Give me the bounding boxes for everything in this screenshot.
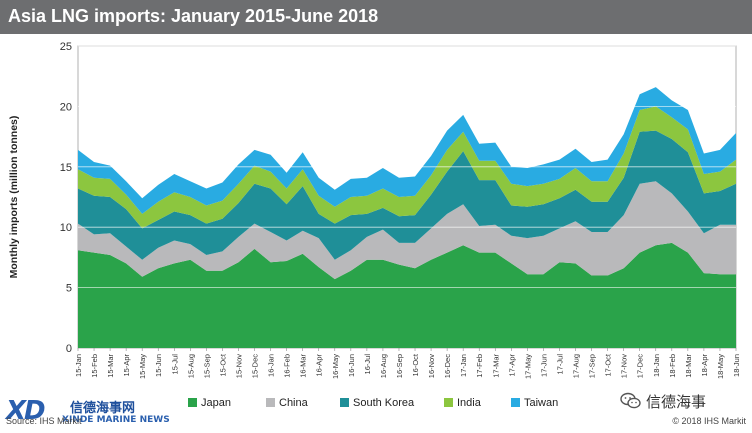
x-tick-label: 15-Feb	[90, 354, 99, 378]
x-tick-label: 15-Nov	[234, 354, 243, 378]
x-tick-label: 17-Jul	[555, 354, 564, 375]
x-tick-label: 16-Sep	[395, 354, 404, 378]
legend-label-china: China	[279, 397, 309, 409]
x-tick-label: 17-Mar	[491, 354, 500, 378]
y-tick-label: 25	[60, 41, 72, 53]
x-tick-label: 17-Jun	[539, 354, 548, 377]
x-tick-label: 17-Feb	[475, 354, 484, 378]
area-series-china	[78, 181, 736, 280]
area-series-japan	[78, 242, 736, 348]
x-tick-label: 15-May	[138, 354, 147, 379]
x-tick-label: 16-Oct	[411, 353, 420, 376]
legend-swatch-japan	[188, 398, 197, 407]
y-axis-label: Monthly imports (million tonnes)	[8, 116, 20, 279]
y-tick-label: 20	[60, 101, 72, 113]
x-tick-label: 16-Apr	[315, 354, 324, 377]
x-tick-label: 15-Oct	[218, 353, 227, 376]
wechat-account-name: 信德海事	[646, 393, 707, 411]
logo-mark: XD	[6, 396, 46, 426]
x-tick-label: 16-Jun	[347, 354, 356, 377]
y-tick-label: 5	[66, 283, 72, 295]
legend-swatch-taiwan	[511, 398, 520, 407]
x-tick-label: 17-Nov	[620, 354, 629, 378]
wechat-icon	[620, 392, 641, 409]
x-tick-label: 18-Apr	[700, 354, 709, 377]
x-tick-label: 18-Jan	[652, 354, 661, 377]
wechat-account: 信德海事	[620, 390, 748, 412]
x-tick-label: 15-Apr	[122, 354, 131, 377]
x-tick-label: 15-Aug	[186, 354, 195, 378]
legend-label-taiwan: Taiwan	[524, 397, 558, 409]
y-tick-label: 0	[66, 343, 72, 355]
legend-swatch-china	[266, 398, 275, 407]
legend-label-south-korea: South Korea	[353, 397, 415, 409]
legend-label-india: India	[457, 397, 482, 409]
x-tick-label: 16-Nov	[427, 354, 436, 378]
x-tick-label: 18-Feb	[668, 354, 677, 378]
x-tick-label: 17-Jan	[459, 354, 468, 377]
x-tick-label: 16-Aug	[379, 354, 388, 378]
x-tick-label: 17-Oct	[604, 353, 613, 376]
logo-chinese-name: 信德海事网	[70, 401, 136, 416]
title-bar: Asia LNG imports: January 2015-June 2018	[0, 0, 752, 34]
x-tick-label: 18-Jun	[732, 354, 741, 377]
x-tick-label: 15-Jul	[170, 354, 179, 375]
x-tick-label: 17-Dec	[636, 354, 645, 378]
x-tick-label: 16-Mar	[299, 354, 308, 378]
x-tick-label: 16-Jul	[363, 354, 372, 375]
x-tick-label: 15-Jun	[154, 354, 163, 377]
x-tick-label: 17-Apr	[507, 354, 516, 377]
x-tick-label: 17-May	[523, 354, 532, 379]
x-tick-label: 18-Mar	[684, 354, 693, 378]
x-tick-label: 17-Aug	[572, 354, 581, 378]
logo-english-name: XINDE MARINE NEWS	[62, 415, 170, 425]
area-series-taiwan	[78, 87, 736, 214]
source-note: Source: IHS Markit	[6, 416, 82, 426]
x-tick-label: 16-May	[331, 354, 340, 379]
chart-title: Asia LNG imports: January 2015-June 2018	[8, 6, 379, 26]
x-tick-label: 15-Mar	[106, 354, 115, 378]
legend-swatch-south-korea	[340, 398, 349, 407]
stacked-area-chart: 0 5 10 15 20 25 15-Jan 15-Feb 15-Mar 15-Apr 15-May…	[8, 41, 741, 409]
x-tick-label: 16-Dec	[443, 354, 452, 378]
legend-label-japan: Japan	[201, 397, 231, 409]
area-series-india	[78, 106, 736, 229]
x-tick-label: 17-Sep	[588, 354, 597, 378]
x-tick-label: 15-Sep	[202, 354, 211, 378]
x-tick-label: 15-Dec	[251, 354, 260, 378]
x-tick-label: 18-May	[716, 354, 725, 379]
x-tick-label: 16-Feb	[283, 354, 292, 378]
y-tick-label: 10	[60, 222, 72, 234]
publisher-logo: XD 信德海事网 XINDE MARINE NEWS	[2, 396, 172, 430]
y-tick-label: 15	[60, 162, 72, 174]
legend-swatch-india	[444, 398, 453, 407]
x-tick-label: 16-Jan	[267, 354, 276, 377]
x-tick-label: 15-Jan	[74, 354, 83, 377]
copyright-note: © 2018 IHS Markit	[672, 416, 746, 426]
